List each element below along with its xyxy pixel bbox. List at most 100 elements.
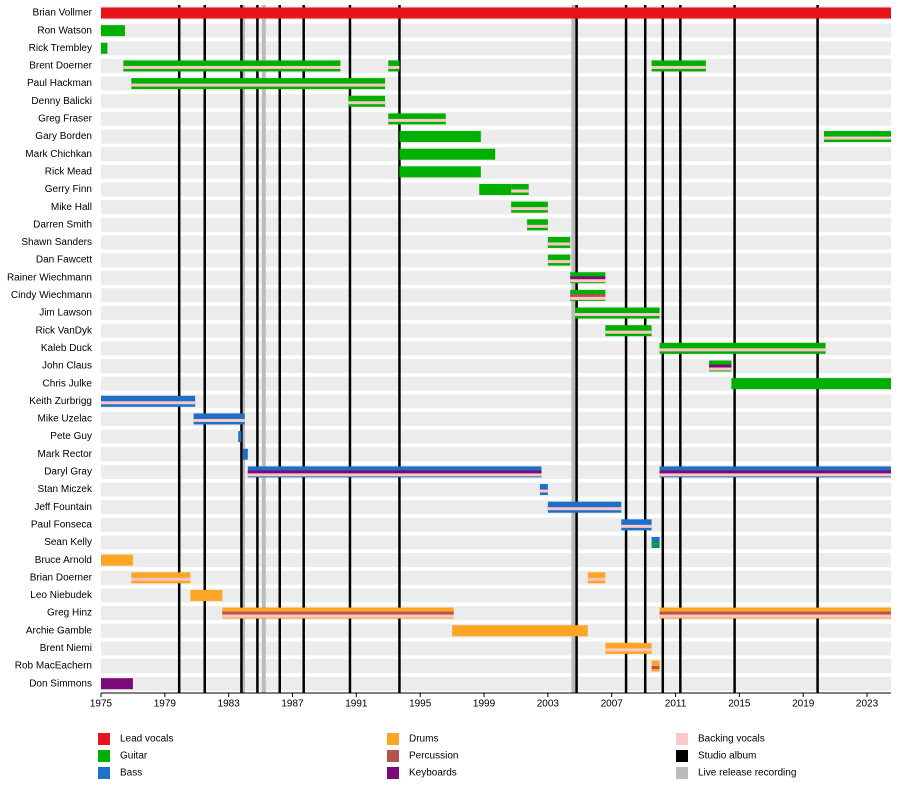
member-bar (101, 42, 108, 54)
x-tick-label: 2003 (537, 699, 560, 710)
role-stripe (123, 65, 341, 69)
row-background (101, 41, 891, 56)
legend-swatch (387, 750, 399, 762)
member-name: Rick Trembley (29, 43, 92, 54)
member-name: Brent Doerner (29, 61, 92, 72)
member-bar (605, 642, 652, 654)
member-name: Paul Fonseca (31, 519, 93, 530)
member-bar (659, 466, 891, 478)
legend-swatch (676, 750, 688, 762)
legend-swatch (676, 767, 688, 779)
member-name: Chris Julke (43, 378, 93, 389)
member-name: Pete Guy (50, 431, 92, 442)
legend-swatch (98, 733, 110, 745)
member-bar (247, 466, 542, 478)
role-stripe (511, 189, 529, 193)
legend-swatch (387, 733, 399, 745)
member-bar (399, 148, 496, 160)
x-tick-label: 2019 (792, 699, 815, 710)
row-background (101, 659, 891, 674)
role-stripe (399, 166, 481, 178)
role-stripe (539, 489, 548, 493)
role-stripe (190, 589, 223, 601)
role-stripe (131, 83, 386, 87)
role-stripe (651, 666, 660, 670)
x-tick-label: 1987 (281, 699, 304, 710)
role-stripe (605, 330, 652, 334)
member-bar (587, 572, 606, 584)
row-background (101, 394, 891, 409)
member-name: Stan Miczek (38, 484, 93, 495)
row-background (101, 288, 891, 303)
member-bar (823, 131, 891, 143)
member-bar (388, 60, 400, 72)
row-background (101, 94, 891, 109)
row-background (101, 570, 891, 585)
member-bar (570, 289, 606, 301)
role-stripe (101, 7, 891, 19)
x-tick-label: 1975 (90, 699, 113, 710)
member-bar (399, 131, 481, 143)
member-bar (101, 554, 133, 566)
role-stripe (651, 65, 706, 69)
role-stripe (570, 293, 606, 297)
member-name: Leo Niebudek (30, 590, 93, 601)
legend-label: Lead vocals (120, 734, 173, 745)
member-bar (511, 184, 529, 195)
legend-swatch (98, 767, 110, 779)
legend-label: Drums (409, 734, 438, 745)
role-stripe (659, 614, 891, 618)
role-stripe (575, 313, 660, 317)
member-bar (651, 60, 706, 72)
role-stripe (605, 648, 652, 652)
role-stripe (101, 25, 125, 37)
member-bar (193, 413, 245, 425)
row-background (101, 164, 891, 179)
row-background (101, 306, 891, 321)
role-stripe (651, 542, 660, 546)
role-stripe (243, 448, 248, 460)
member-name: Mark Rector (38, 449, 93, 460)
member-bar (399, 166, 481, 178)
member-name: Mark Chichkan (25, 149, 92, 160)
x-tick-label: 2023 (856, 699, 879, 710)
role-stripe (131, 577, 191, 581)
member-name: Keith Zurbrigg (29, 396, 92, 407)
role-stripe (479, 184, 512, 195)
x-tick-label: 1995 (409, 699, 432, 710)
legend-label: Bass (120, 768, 142, 779)
row-background (101, 535, 891, 550)
x-tick-label: 2011 (665, 699, 687, 710)
role-stripe (659, 470, 891, 474)
role-stripe (247, 473, 542, 477)
role-stripe (547, 260, 571, 264)
member-bar (452, 625, 588, 637)
member-name: Mike Hall (51, 202, 92, 213)
role-stripe (709, 367, 732, 371)
member-bar (621, 519, 652, 531)
row-background (101, 500, 891, 515)
role-stripe (222, 614, 454, 618)
row-background (101, 517, 891, 532)
x-tick-label: 2015 (728, 699, 751, 710)
member-bar (101, 678, 133, 690)
row-background (101, 482, 891, 497)
role-stripe (659, 611, 891, 615)
legend-label: Live release recording (698, 768, 796, 779)
member-name: Brent Niemi (40, 643, 92, 654)
member-bar (659, 342, 826, 354)
role-stripe (547, 507, 622, 511)
legend-label: Studio album (698, 751, 756, 762)
member-bar (651, 660, 660, 672)
legend-label: Keyboards (409, 768, 457, 779)
role-stripe (101, 42, 108, 54)
x-tick-label: 1991 (345, 699, 368, 710)
row-background (101, 676, 891, 691)
member-name: Gary Borden (35, 131, 92, 142)
legend-label: Guitar (120, 751, 148, 762)
x-tick-label: 1999 (473, 699, 496, 710)
member-name: Mike Uzelac (38, 414, 92, 425)
member-name: Archie Gamble (26, 625, 93, 636)
role-stripe (101, 678, 133, 690)
